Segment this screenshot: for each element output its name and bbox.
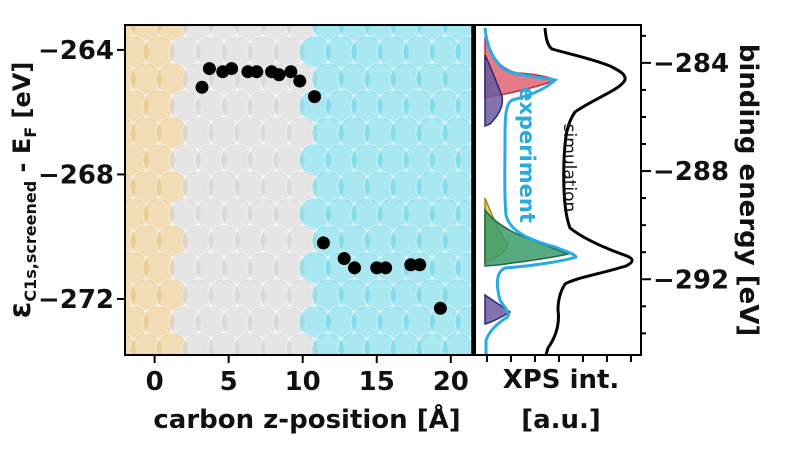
left-y-tick-label: −272 <box>38 285 114 315</box>
data-point <box>337 251 351 265</box>
left-panel: −264 −268 −272 0 5 10 15 20 εC1s,screened - EF… <box>3 24 475 435</box>
data-point <box>404 258 418 272</box>
atom-sphere <box>441 116 473 150</box>
peak-green-component <box>484 207 571 267</box>
atom-sphere <box>441 62 473 96</box>
right-y-tick-label: −288 <box>653 157 729 187</box>
data-point <box>195 80 209 94</box>
data-point <box>241 65 255 79</box>
data-point <box>293 74 307 88</box>
data-point <box>433 301 447 315</box>
molecular-background <box>125 25 473 355</box>
atom-sphere <box>454 35 473 69</box>
peak-purple-component-bottom <box>484 293 512 325</box>
right-x-axis-label: XPS int. <box>503 365 620 395</box>
data-point <box>370 261 384 275</box>
ylabel-tail-subscript: F <box>21 127 40 138</box>
atom-sphere <box>454 197 473 231</box>
atom-sphere <box>441 224 473 258</box>
left-y-axis-label: εC1s,screened - EF [eV] <box>3 62 40 319</box>
scatter-points <box>195 62 447 315</box>
data-point <box>272 68 286 82</box>
ylabel-unit: [eV] <box>8 62 36 127</box>
left-x-tick-label: 20 <box>433 367 469 397</box>
ylabel-tail: - E <box>8 138 36 181</box>
data-point <box>348 261 362 275</box>
left-x-axis-label: carbon z-position [Å] <box>153 403 460 435</box>
right-x-axis-unit: [a.u.] <box>521 405 601 435</box>
xps-spectra <box>483 27 634 355</box>
data-point <box>308 90 322 104</box>
data-point <box>202 62 216 76</box>
right-y-tick-label: −284 <box>653 49 729 79</box>
data-point <box>225 62 239 76</box>
left-x-tick-label: 10 <box>285 367 321 397</box>
experiment-curve <box>483 27 578 355</box>
left-x-tick-label: 15 <box>359 367 395 397</box>
atom-sphere <box>454 143 473 177</box>
atom-sphere <box>441 278 473 312</box>
simulation-curve <box>543 27 634 355</box>
left-y-tick-label: −268 <box>38 160 114 190</box>
right-panel: −292 −288 −284 experiment simulation bindi… <box>474 24 763 435</box>
peak-purple-component-top <box>484 54 504 128</box>
ylabel-epsilon: ε <box>3 302 38 319</box>
data-point <box>379 261 393 275</box>
simulation-label: simulation <box>559 124 579 213</box>
data-point <box>316 236 330 250</box>
atom-sphere <box>441 332 473 355</box>
ylabel-subscript: C1s,screened <box>21 181 40 302</box>
atom-sphere <box>454 89 473 123</box>
right-x-axis-ticks <box>486 355 632 362</box>
left-x-tick-label: 0 <box>146 367 164 397</box>
atom-sphere <box>441 170 473 204</box>
data-point <box>284 65 298 79</box>
left-x-axis: 0 5 10 15 20 <box>146 355 469 397</box>
atom-sphere <box>454 251 473 285</box>
left-y-axis: −264 −268 −272 <box>38 36 125 315</box>
right-y-axis-label: binding energy [eV] <box>733 44 763 336</box>
right-y-tick-label: −292 <box>653 265 729 295</box>
data-point <box>413 258 427 272</box>
data-point <box>250 65 264 79</box>
experiment-label: experiment <box>515 87 539 223</box>
left-y-tick-label: −264 <box>38 36 114 66</box>
left-x-tick-label: 5 <box>220 367 238 397</box>
right-y-axis: −292 −288 −284 <box>641 34 729 335</box>
atom-sphere <box>454 305 473 339</box>
